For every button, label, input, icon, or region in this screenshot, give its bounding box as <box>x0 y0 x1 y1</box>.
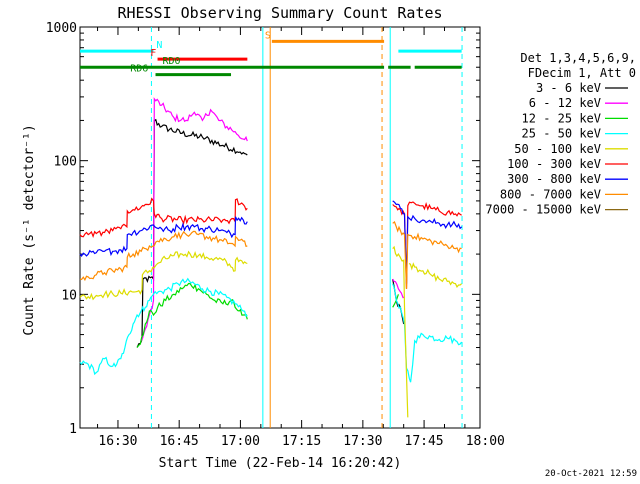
chart-title: RHESSI Observing Summary Count Rates <box>117 4 442 22</box>
state-bar-label: N <box>156 40 162 51</box>
series-line <box>79 221 462 289</box>
state-bar-label: RD6 <box>130 64 148 75</box>
x-tick-label: 17:15 <box>282 434 321 449</box>
x-tick-label: 16:30 <box>98 434 137 449</box>
attenuator-state-bars: N S F RD0 RD6 <box>80 30 462 77</box>
plot-frame <box>79 26 481 429</box>
series-line <box>79 197 462 289</box>
legend-label: 3 - 6 keV <box>536 81 601 95</box>
time-markers <box>150 27 463 428</box>
y-tick-label: 100 <box>54 155 77 170</box>
legend-label: 50 - 100 keV <box>514 142 601 156</box>
series-line <box>79 245 462 418</box>
x-tick-label: 16:45 <box>160 434 199 449</box>
footer-date: 20-Oct-2021 12:59 <box>545 469 637 479</box>
x-axis-label: Start Time (22-Feb-14 16:20:42) <box>159 456 402 471</box>
series-line <box>79 200 463 284</box>
legend-label: 25 - 50 keV <box>522 127 601 141</box>
y-tick-label: 10 <box>61 288 77 303</box>
state-bar-label: RD0 <box>162 56 180 67</box>
legend-label: 800 - 7000 keV <box>500 187 601 201</box>
state-bar-label: F <box>150 48 156 59</box>
legend-label: 300 - 800 keV <box>507 172 601 186</box>
legend-header-line-1: Det 1,3,4,5,6,9, <box>520 51 636 65</box>
legend-label: 100 - 300 keV <box>507 157 601 171</box>
y-tick-label: 1 <box>69 422 77 437</box>
series-line <box>140 97 405 341</box>
x-tick-label: 17:00 <box>221 434 260 449</box>
data-series <box>79 97 463 418</box>
series-line <box>136 282 399 348</box>
legend-header-line-2: FDecim 1, Att 0 <box>528 66 636 80</box>
axis-ticks: 16:30 16:45 17:00 17:15 17:30 17:45 18:00 1 10 10… <box>46 21 505 449</box>
y-tick-label: 1000 <box>46 21 77 36</box>
legend-label: 12 - 25 keV <box>522 111 601 125</box>
state-bar-label: S <box>265 30 271 41</box>
legend-label: 6 - 12 keV <box>529 96 601 110</box>
x-tick-label: 18:00 <box>466 434 505 449</box>
x-tick-label: 17:30 <box>343 434 382 449</box>
y-axis-label: Count Rate (s⁻¹ detector⁻¹) <box>22 124 37 335</box>
legend-label: 7000 - 15000 keV <box>485 203 601 217</box>
x-tick-label: 17:45 <box>405 434 444 449</box>
series-line <box>79 277 463 383</box>
